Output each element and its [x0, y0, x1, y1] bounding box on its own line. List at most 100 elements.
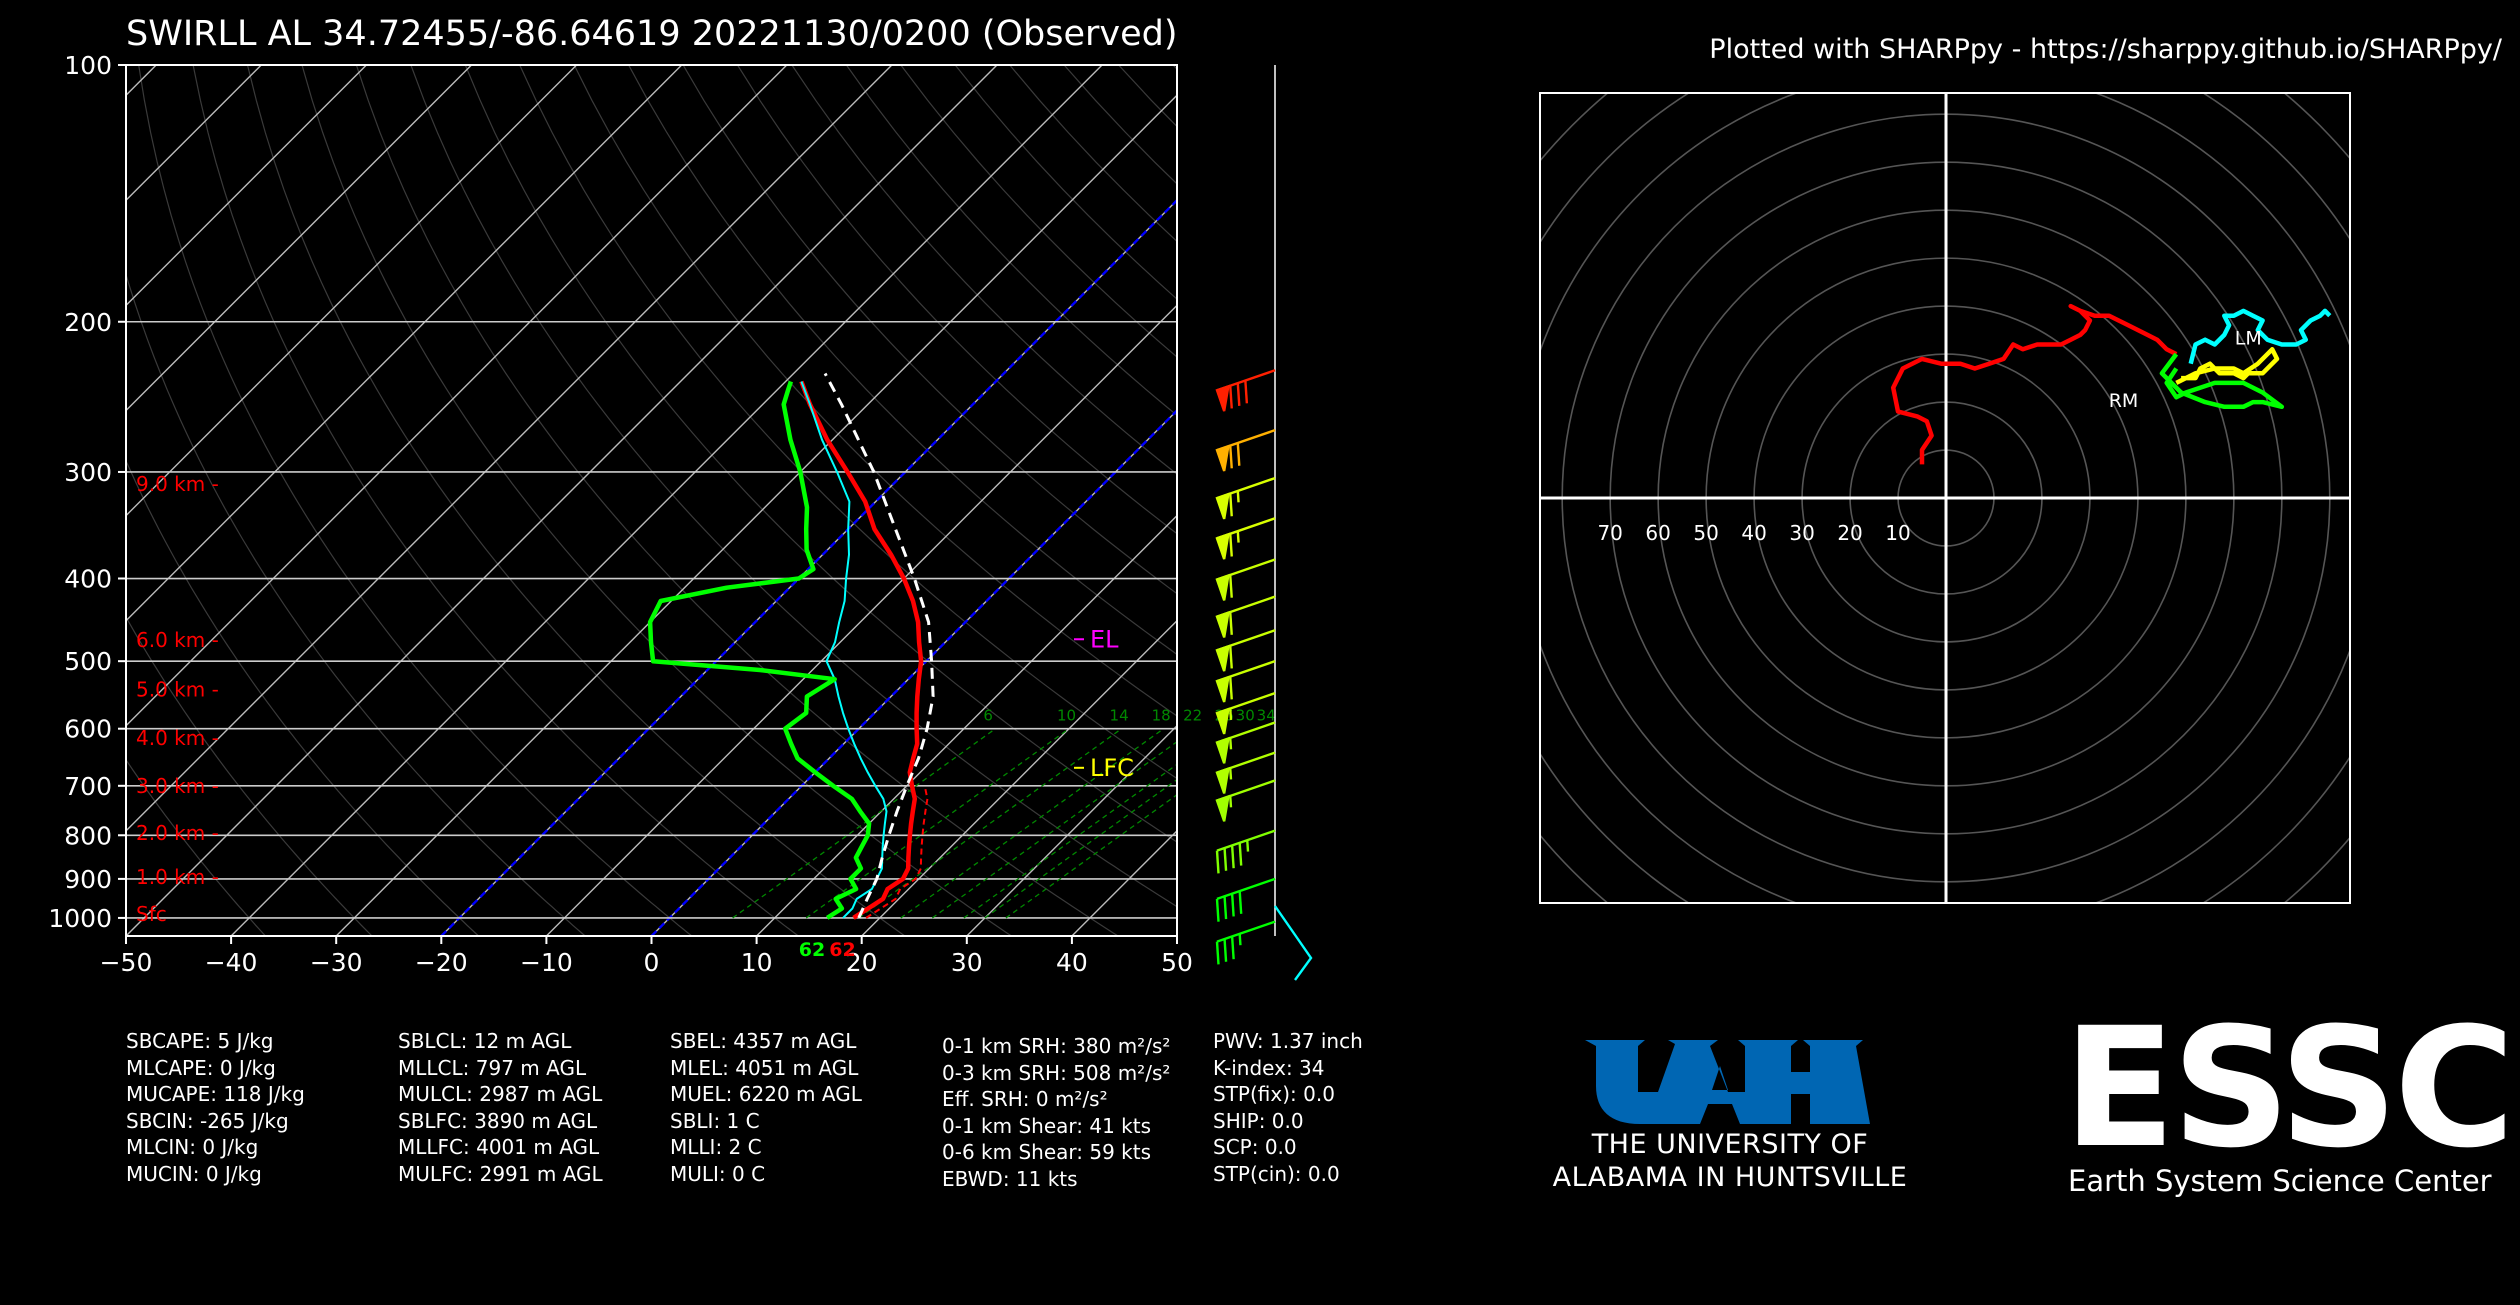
- mixing-ratio-label: 18: [1152, 707, 1171, 725]
- wind-barb-staff: [1216, 829, 1276, 852]
- index-mucape: MUCAPE: 118 J/kg: [126, 1082, 305, 1106]
- wind-barb-pennant: [1215, 675, 1230, 703]
- dry-adiabat-line: [126, 459, 480, 936]
- dry-adiabat-line: [1063, 65, 1177, 185]
- isotherm-line: [1071, 829, 1177, 936]
- uah-line-2: ALABAMA IN HUNTSVILLE: [1552, 1162, 1908, 1193]
- y-tick-label: 700: [64, 772, 112, 801]
- wind-barb-pennant: [1215, 532, 1230, 560]
- x-tick-label: 0: [644, 948, 660, 977]
- y-tick-label: 900: [64, 865, 112, 894]
- wind-barb: [1215, 691, 1276, 735]
- hodograph-ring: [1897, 449, 1995, 547]
- wind-barb: [1215, 429, 1276, 472]
- height-label: 2.0 km -: [136, 821, 219, 845]
- index-stp-fix: STP(fix): 0.0: [1213, 1082, 1335, 1106]
- x-tick-label: 10: [741, 948, 773, 977]
- wind-barb-flag: [1215, 898, 1220, 922]
- credit-text: Plotted with SHARPpy - https://sharppy.g…: [1709, 34, 2502, 65]
- index-sbcape: SBCAPE: 5 J/kg: [126, 1029, 274, 1053]
- essc-subtitle: Earth System Science Center: [2068, 1164, 2492, 1198]
- wind-barb-half-flag: [1238, 933, 1242, 946]
- wind-barb-flag: [1238, 890, 1243, 914]
- index-sblfc: SBLFC: 3890 m AGL: [398, 1108, 598, 1133]
- mixing-ratio-line: [858, 728, 1122, 919]
- hodograph-ring-label: 60: [1645, 521, 1670, 545]
- index-shear-06: 0-6 km Shear: 59 kts: [942, 1140, 1151, 1164]
- surface-temperature-label: 62: [829, 939, 855, 961]
- wind-barb: [1215, 595, 1276, 638]
- wind-barb-flag: [1244, 380, 1249, 404]
- dry-adiabat-line: [573, 65, 1177, 717]
- isotherm-line: [126, 65, 578, 517]
- hodograph-ring: [1705, 257, 2187, 739]
- wind-barb: [1215, 369, 1276, 412]
- hodograph-ring-label: 40: [1741, 521, 1766, 545]
- index-k-index: K-index: 34: [1213, 1055, 1325, 1080]
- dry-adiabat-line: [246, 65, 906, 936]
- hodograph-ring: [1609, 161, 2283, 835]
- wind-barb-half-flag: [1236, 490, 1240, 503]
- hodograph-ring-label: 20: [1837, 521, 1862, 545]
- dry-adiabat-line: [192, 65, 799, 936]
- dry-adiabat-line: [126, 615, 373, 936]
- wind-barb-flag: [1223, 938, 1228, 962]
- storm-motion-rm-label: RM: [2109, 390, 2139, 412]
- dry-adiabat-line: [519, 65, 1177, 780]
- dry-adiabat-line: [1282, 65, 1330, 936]
- mixing-ratio-line: [1005, 793, 1177, 919]
- wind-barb: [1215, 558, 1276, 601]
- wind-barb-flag: [1229, 645, 1233, 669]
- wind-barb: [1215, 829, 1276, 874]
- dry-adiabat-line: [126, 758, 266, 936]
- wind-barb-flag: [1229, 676, 1233, 700]
- wind-barb-flag: [1229, 611, 1233, 635]
- x-tick-label: 50: [1161, 948, 1193, 977]
- isotherm-line: [126, 65, 998, 936]
- dry-adiabat-line: [301, 65, 1012, 936]
- mixing-ratio-line: [732, 728, 996, 919]
- uah-wordmark: THE UNIVERSITY OF ALABAMA IN HUNTSVILLE: [1540, 1128, 1920, 1194]
- index-muel: MUEL: 6220 m AGL: [670, 1082, 862, 1106]
- index-mllcl: MLLCL: 797 m AGL: [398, 1055, 587, 1080]
- y-tick-label: 1000: [48, 904, 112, 933]
- wind-barb-half-flag: [1236, 531, 1240, 543]
- wind-barb-flag: [1229, 493, 1233, 517]
- temperature-profile: [799, 380, 924, 920]
- index-mlli: MLLI: 2 C: [670, 1135, 762, 1159]
- skew-t-frame: [125, 64, 1178, 937]
- wind-barb: [1215, 721, 1276, 764]
- storm-motion-lm-label: LM: [2235, 327, 2262, 349]
- isotherm-line: [545, 304, 1177, 936]
- wind-barb-flag: [1230, 845, 1235, 869]
- isotherm-line: [335, 94, 1177, 936]
- hodograph-trace: [1890, 303, 2178, 465]
- index-stp-cin: STP(cin): 0.0: [1213, 1161, 1340, 1186]
- y-tick-label: 500: [64, 647, 112, 676]
- mixing-ratio-line: [805, 728, 1070, 919]
- wind-barb-pennant: [1215, 384, 1230, 412]
- hodograph-plot-area: [1540, 93, 2350, 903]
- wind-barb-flag: [1215, 850, 1220, 874]
- index-sbel: SBEL: 4357 m AGL: [670, 1029, 857, 1053]
- isobars: [126, 65, 1177, 919]
- hodograph-trace: [2159, 352, 2285, 410]
- wind-barb-staff: [1216, 920, 1276, 943]
- index-mlcape: MLCAPE: 0 J/kg: [126, 1055, 276, 1080]
- height-label: 5.0 km -: [136, 678, 219, 702]
- wind-barb: [1215, 877, 1276, 922]
- wind-barb-half-flag: [1229, 708, 1233, 720]
- height-label: 9.0 km -: [136, 472, 219, 496]
- x-tick-label: −20: [415, 948, 468, 977]
- x-tick-label: 20: [846, 948, 878, 977]
- index-srh-03: 0-3 km SRH: 508 m²/s²: [942, 1060, 1171, 1085]
- dry-adiabat-line: [682, 65, 1177, 595]
- indices-column-1: SBCAPE: 5 J/kg MLCAPE: 0 J/kg MUCAPE: 11…: [126, 1028, 305, 1187]
- storm-motion-vector: [1274, 905, 1313, 981]
- wind-barb-pennant: [1215, 492, 1230, 520]
- index-eff-srh: Eff. SRH: 0 m²/s²: [942, 1087, 1108, 1111]
- isotherm-line: [126, 65, 157, 97]
- index-mlcin: MLCIN: 0 J/kg: [126, 1135, 259, 1159]
- hodograph-ring-label: 50: [1693, 521, 1718, 545]
- isotherms: [126, 65, 1177, 936]
